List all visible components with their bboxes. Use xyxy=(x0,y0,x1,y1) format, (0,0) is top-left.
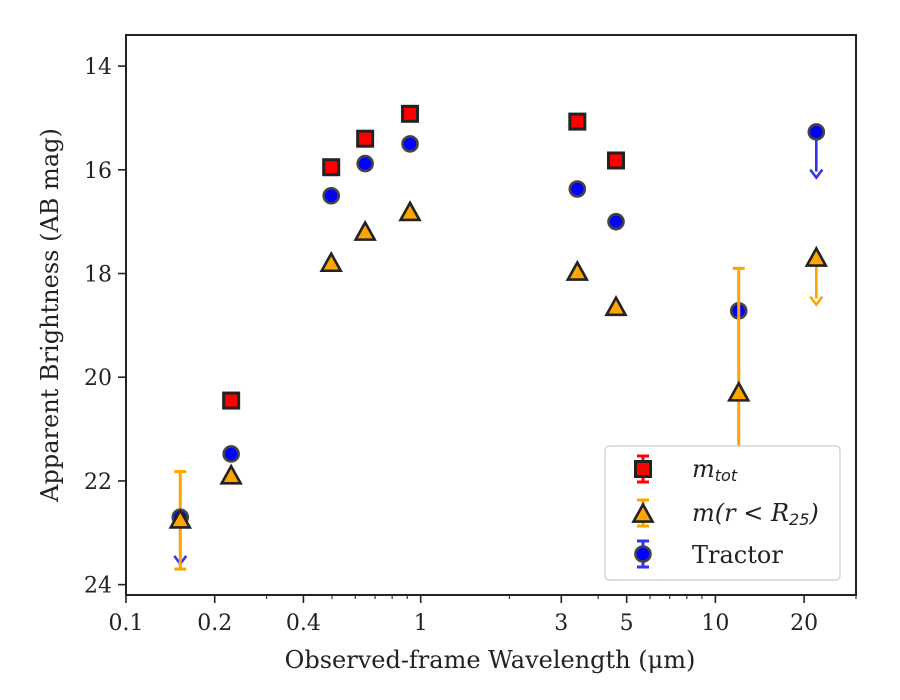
data-point-square xyxy=(568,112,587,131)
plot-frame xyxy=(125,34,857,596)
data-point-square xyxy=(401,104,420,123)
x-axis-label: Observed-frame Wavelength (μm) xyxy=(285,646,696,674)
series-circle xyxy=(171,123,826,567)
legend-swatches xyxy=(631,454,655,569)
upper-limit-arrow-head xyxy=(809,168,824,180)
upper-limit-arrow-head xyxy=(809,295,824,307)
data-point-square xyxy=(356,129,375,148)
data-point-triangle xyxy=(353,219,377,241)
legend-mr25-mid: (r < R xyxy=(715,499,789,527)
legend: mtot m(r < R25) Tractor xyxy=(604,445,841,581)
plot-area xyxy=(125,34,857,596)
x-tick-label: 3 xyxy=(554,611,568,636)
axis-ticks: 0.1 0.2 0.4 1 3 5 10 20 14 16 18 20 22 24 xyxy=(84,55,857,636)
y-axis-label: Apparent Brightness (AB mag) xyxy=(36,128,64,503)
x-tick-label: 0.2 xyxy=(197,611,232,636)
legend-mr25-base: m xyxy=(692,499,715,527)
legend-box xyxy=(604,445,841,581)
y-tick-label: 20 xyxy=(84,366,112,391)
y-tick-label: 16 xyxy=(84,159,112,184)
data-point-square xyxy=(607,151,626,170)
legend-swatch-triangle xyxy=(631,501,655,523)
legend-label-mr25: m(r < R25) xyxy=(692,499,819,529)
data-point-circle xyxy=(807,123,826,141)
data-point-square xyxy=(322,158,341,177)
data-point-triangle xyxy=(565,259,590,281)
legend-label-tractor: Tractor xyxy=(692,541,783,569)
y-tick-label: 24 xyxy=(84,574,112,599)
data-point-triangle xyxy=(604,295,628,317)
legend-mr25-end: ) xyxy=(808,499,818,527)
data-point-triangle xyxy=(398,200,422,222)
legend-mr25-sub: 25 xyxy=(789,510,809,529)
data-point-triangle xyxy=(219,463,243,485)
data-point-triangle xyxy=(727,380,751,402)
data-point-circle xyxy=(322,186,341,205)
series-square xyxy=(222,104,626,410)
legend-mtot-base: m xyxy=(692,455,715,483)
data-point-circle xyxy=(401,135,419,153)
x-tick-label: 0.1 xyxy=(109,611,144,636)
x-tick-label: 20 xyxy=(790,611,818,636)
data-point-triangle xyxy=(804,245,829,267)
legend-label-mtot: mtot xyxy=(692,455,738,485)
data-point-circle xyxy=(356,154,374,173)
data-marks xyxy=(168,104,829,571)
legend-swatch-square xyxy=(634,460,652,478)
x-tick-label: 10 xyxy=(701,611,729,636)
data-point-circle xyxy=(607,212,625,231)
data-point-triangle xyxy=(319,250,343,273)
x-tick-label: 5 xyxy=(620,611,634,636)
y-tick-label: 14 xyxy=(84,55,112,80)
legend-swatch-circle xyxy=(634,545,652,563)
data-point-square xyxy=(222,391,241,410)
legend-mtot-sub: tot xyxy=(715,466,738,485)
y-tick-label: 18 xyxy=(84,263,112,288)
y-tick-label: 22 xyxy=(84,470,112,495)
data-point-triangle xyxy=(168,507,192,529)
x-tick-label: 0.4 xyxy=(286,611,321,636)
x-tick-label: 1 xyxy=(414,611,428,636)
data-point-circle xyxy=(568,180,587,198)
data-point-circle xyxy=(222,445,240,463)
